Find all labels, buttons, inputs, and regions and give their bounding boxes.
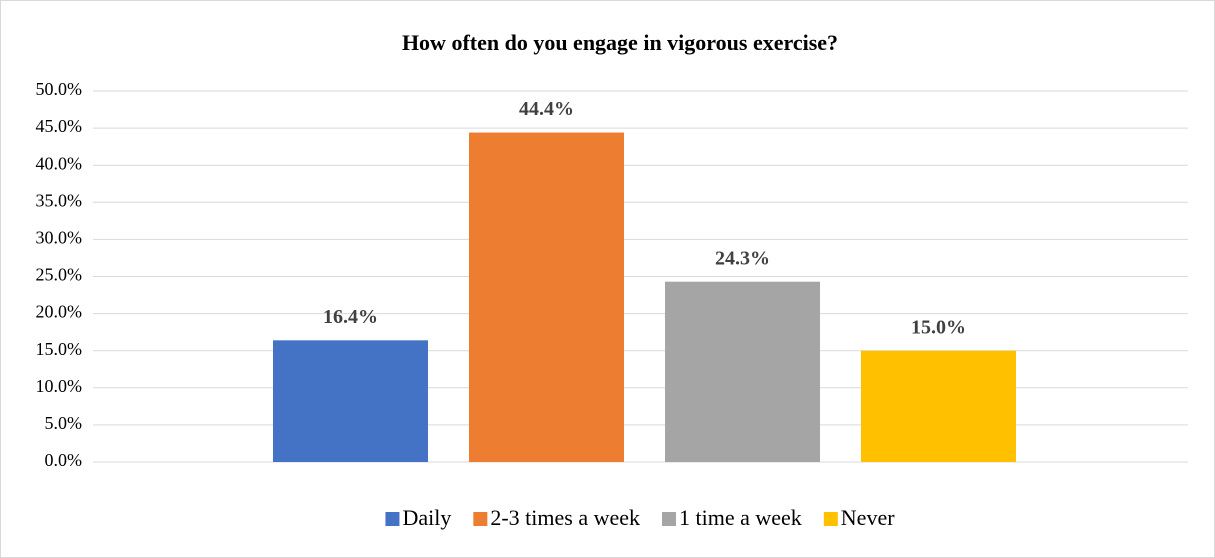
bar (861, 350, 1016, 462)
legend-swatch (823, 512, 838, 526)
y-tick-label: 20.0% (36, 302, 83, 322)
y-tick-label: 35.0% (36, 190, 83, 210)
legend-label: Never (841, 505, 895, 530)
y-tick-label: 15.0% (36, 339, 83, 359)
legend-label: Daily (402, 505, 451, 530)
bar (469, 132, 624, 462)
y-tick-label: 25.0% (36, 265, 83, 285)
chart-title: How often do you engage in vigorous exer… (402, 30, 838, 55)
y-tick-label: 5.0% (45, 413, 83, 433)
data-label: 24.3% (715, 247, 770, 269)
y-tick-label: 0.0% (45, 450, 83, 470)
legend-label: 2-3 times a week (490, 505, 640, 530)
bar (273, 340, 428, 462)
data-label: 44.4% (519, 98, 574, 120)
y-tick-label: 50.0% (36, 79, 83, 99)
legend-swatch (385, 512, 400, 526)
y-tick-label: 30.0% (36, 228, 83, 248)
bar (665, 281, 820, 462)
y-tick-label: 10.0% (36, 376, 83, 396)
legend-swatch (473, 512, 488, 526)
legend-label: 1 time a week (679, 505, 802, 530)
y-tick-label: 45.0% (36, 116, 83, 136)
data-label: 15.0% (911, 316, 966, 338)
data-label: 16.4% (323, 306, 378, 328)
legend-swatch (662, 512, 677, 526)
y-tick-label: 40.0% (36, 153, 83, 173)
